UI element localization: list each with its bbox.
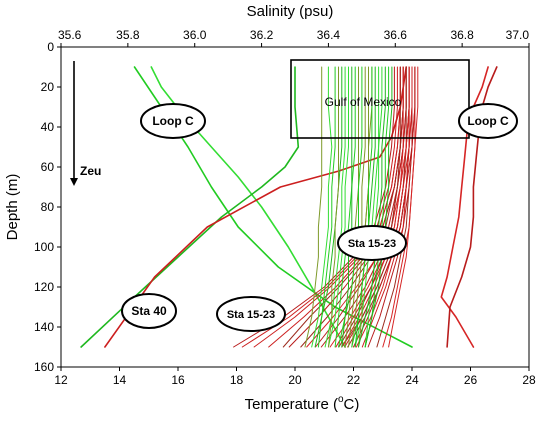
y-tick-label-5: 100 [34, 240, 54, 254]
top-tick-label-6: 36.8 [450, 28, 474, 42]
top-tick-label-2: 36.0 [183, 28, 207, 42]
salinity-profile-36 [327, 66, 349, 348]
y-axis-title: Depth (m) [4, 174, 21, 241]
temperature-profile-28 [341, 66, 404, 348]
label-sta-15-23-right-text: Sta 15-23 [348, 238, 396, 250]
salinity-profile-46 [327, 66, 339, 348]
bottom-tick-label-2: 16 [171, 373, 185, 387]
label-sta-15-23-right: Sta 15-23 [337, 225, 407, 261]
bottom-tick-label-0: 12 [54, 373, 68, 387]
label-loop-c-left: Loop C [140, 103, 206, 139]
salinity-profile-1 [150, 66, 346, 348]
y-tick-label-4: 80 [41, 200, 55, 214]
label-sta-15-23-bottom: Sta 15-23 [216, 296, 286, 332]
salinity-profile-39 [317, 66, 336, 348]
top-tick-label-7: 37.0 [506, 28, 530, 42]
bottom-tick-label-4: 20 [288, 373, 302, 387]
bottom-axis-title: Temperature (oC) [245, 394, 360, 413]
salinity-profile-38 [344, 66, 359, 348]
salinity-profile-48 [311, 66, 333, 348]
top-tick-label-0: 35.6 [58, 28, 82, 42]
label-loop-c-right: Loop C [458, 103, 518, 139]
label-sta-15-23-bottom-text: Sta 15-23 [227, 309, 275, 321]
bottom-tick-label-7: 26 [464, 373, 478, 387]
temperature-profile-27 [361, 66, 410, 348]
bottom-tick-label-3: 18 [230, 373, 244, 387]
label-sta-40: Sta 40 [121, 293, 177, 329]
y-tick-label-6: 120 [34, 280, 54, 294]
y-tick-label-7: 140 [34, 320, 54, 334]
top-tick-label-1: 35.8 [116, 28, 140, 42]
top-tick-label-5: 36.6 [384, 28, 408, 42]
temperature-profile-20 [388, 66, 419, 348]
label-sta-40-text: Sta 40 [131, 304, 167, 318]
label-loop-c-left-text: Loop C [152, 114, 194, 128]
zeu-label: Zeu [80, 164, 101, 178]
bottom-tick-label-8: 28 [522, 373, 536, 387]
top-tick-label-3: 36.2 [250, 28, 274, 42]
y-tick-label-1: 20 [41, 80, 55, 94]
gulf-of-mexico-label: Gulf of Mexico [325, 95, 402, 109]
salinity-profile-44 [324, 66, 346, 348]
y-tick-label-3: 60 [41, 160, 55, 174]
salinity-profile-50 [304, 66, 323, 348]
temperature-profile-25 [353, 66, 416, 348]
zeu-marker: Zeu [70, 61, 101, 186]
y-tick-label-2: 40 [41, 120, 55, 134]
temperature-profile-5 [446, 66, 498, 348]
salinity-profile-41 [341, 66, 353, 348]
temperature-profile-26 [338, 66, 401, 348]
top-axis-title: Salinity (psu) [247, 3, 334, 20]
y-tick-label-0: 0 [47, 40, 54, 54]
y-tick-label-8: 160 [34, 360, 54, 374]
temperature-profile-4 [440, 66, 489, 348]
label-loop-c-right-text: Loop C [467, 114, 509, 128]
top-tick-label-4: 36.4 [317, 28, 341, 42]
series-layer [80, 66, 498, 348]
salinity-profile-31 [334, 66, 356, 348]
bottom-tick-label-6: 24 [405, 373, 419, 387]
gulf-of-mexico-box: Gulf of Mexico [290, 59, 470, 139]
bottom-tick-label-1: 14 [113, 373, 127, 387]
bottom-tick-label-5: 22 [347, 373, 361, 387]
